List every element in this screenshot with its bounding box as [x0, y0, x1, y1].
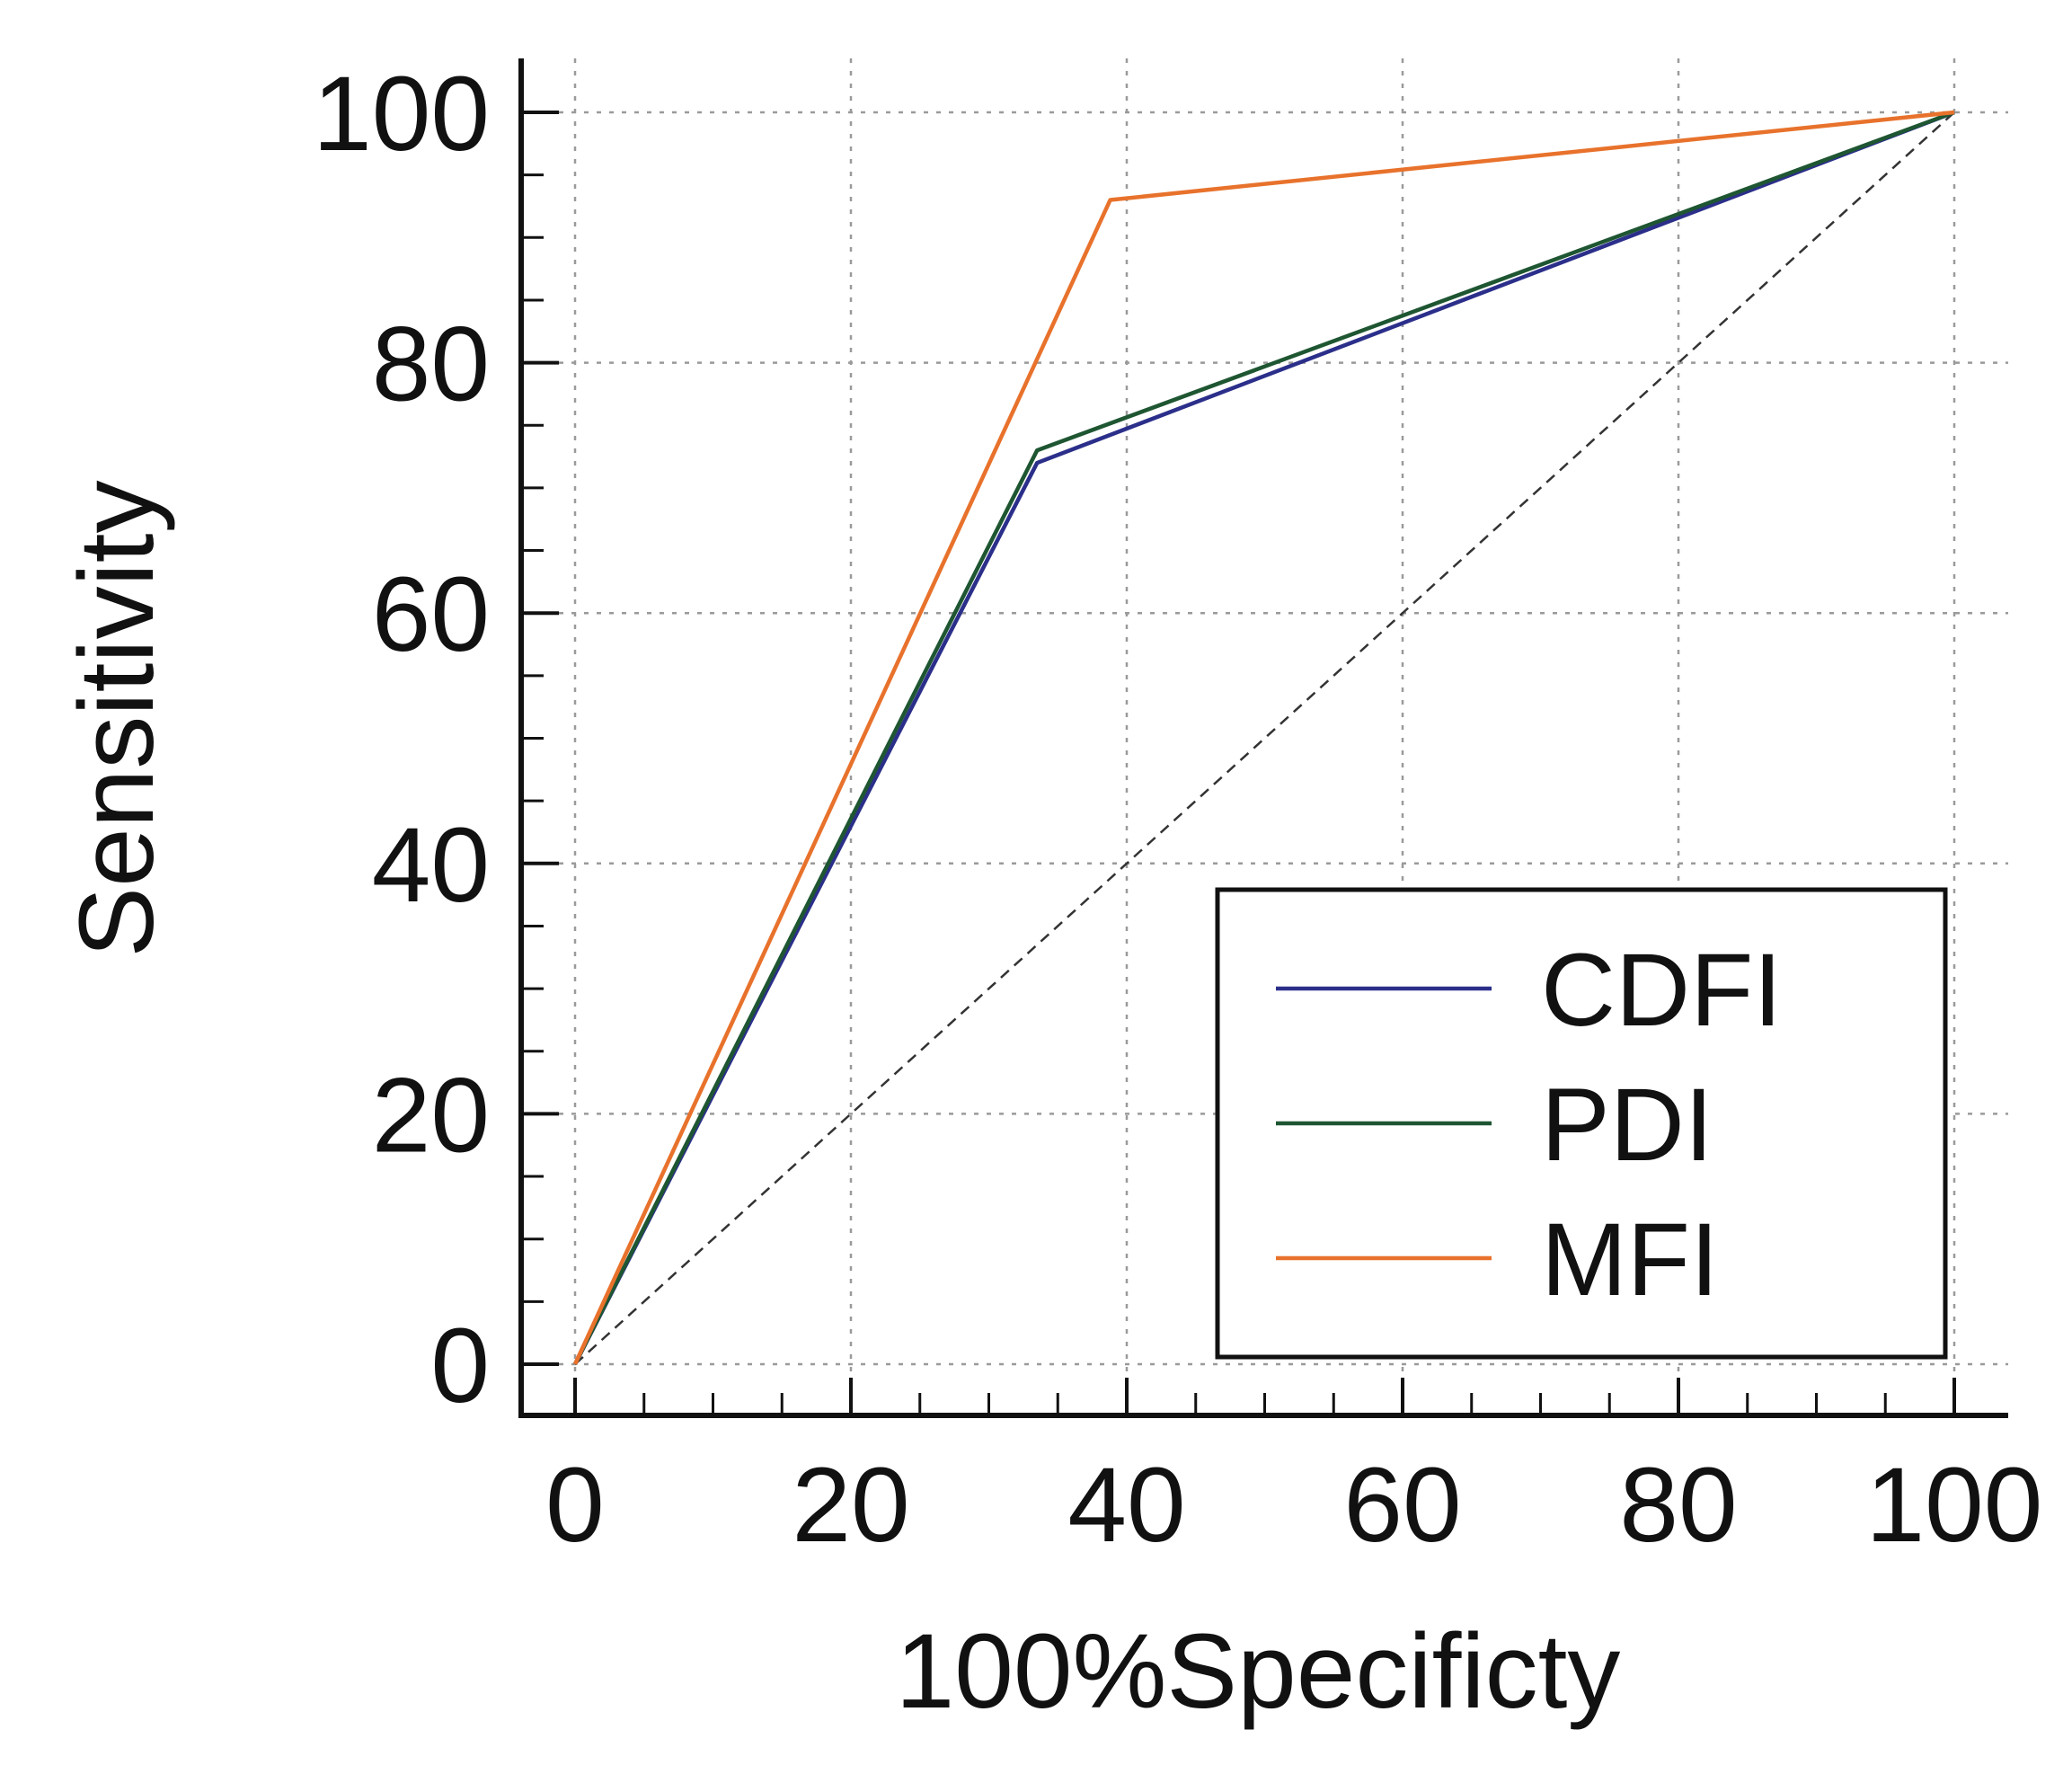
y-axis-title: Sensitivity [58, 480, 176, 957]
x-tick-label-100: 100 [1866, 1446, 2043, 1565]
tick-labels: 0 20 40 60 80 100 0 20 40 60 80 100 [313, 55, 2042, 1565]
axes [518, 58, 2008, 1418]
x-tick-label-0: 0 [545, 1446, 605, 1565]
legend-label-pdi: PDI [1541, 1068, 1713, 1183]
x-tick-label-80: 80 [1619, 1446, 1737, 1565]
series-line-mfi [572, 110, 1955, 1365]
reference-diagonal-line [574, 111, 1955, 1365]
legend-label-cdfi: CDFI [1541, 933, 1782, 1048]
y-tick-label-0: 0 [430, 1307, 490, 1425]
y-tick-label-60: 60 [372, 555, 490, 674]
reference-line-group [574, 111, 1955, 1365]
y-tick-label-80: 80 [372, 306, 490, 424]
y-tick-label-100: 100 [313, 55, 490, 173]
x-tick-label-20: 20 [792, 1446, 909, 1565]
x-tick-label-40: 40 [1067, 1446, 1185, 1565]
x-axis-title: 100%Specificty [896, 1612, 1621, 1731]
y-tick-label-40: 40 [372, 806, 490, 925]
series-group [572, 110, 1955, 1366]
series-line-pdi [572, 110, 1955, 1366]
x-tick-label-60: 60 [1343, 1446, 1461, 1565]
legend-label-mfi: MFI [1541, 1202, 1719, 1317]
y-tick-label-20: 20 [372, 1056, 490, 1175]
legend: CDFI PDI MFI [1215, 887, 1948, 1360]
